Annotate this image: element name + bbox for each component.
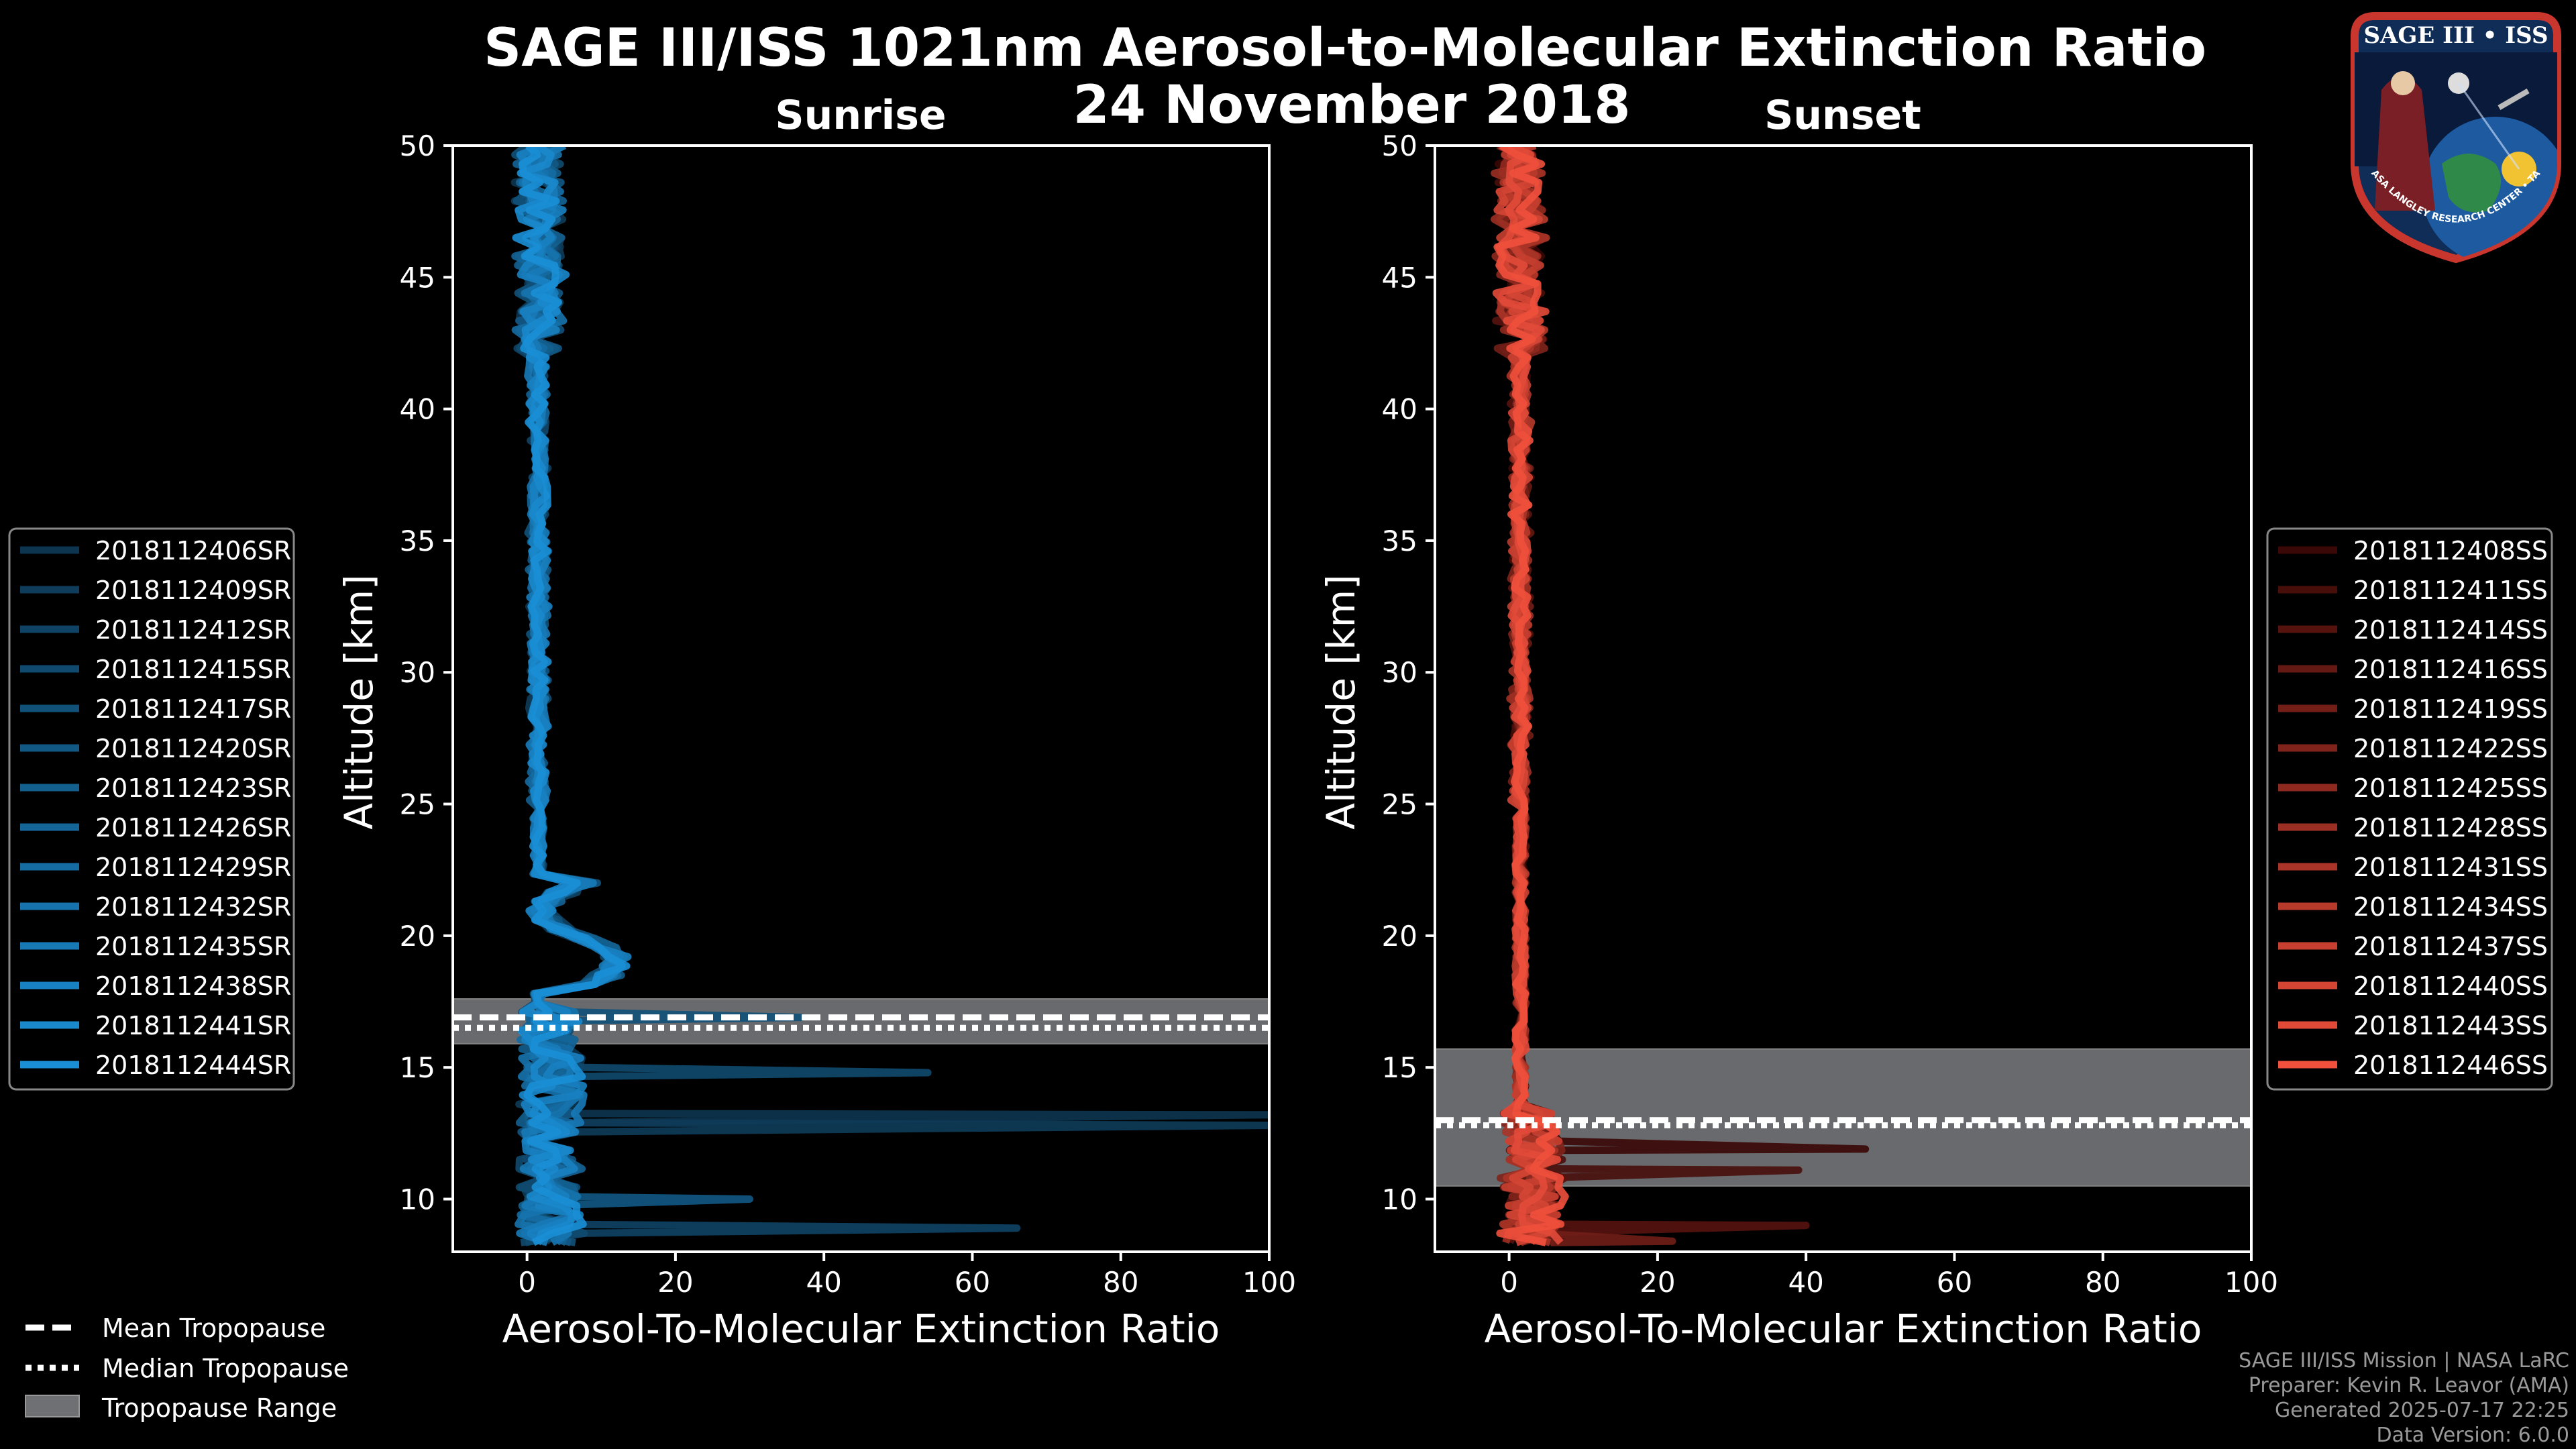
sunset-legend-label: 2018112425SS: [2353, 773, 2548, 803]
sunset-y-tick-label: 20: [1382, 920, 1417, 953]
mean-tropopause-label: Mean Tropopause: [102, 1313, 325, 1343]
sunset-legend-label: 2018112411SS: [2353, 576, 2548, 605]
sunrise-legend-label: 2018112444SR: [95, 1051, 291, 1080]
sunrise-legend-label: 2018112441SR: [95, 1011, 291, 1040]
sunset-panel-title: Sunset: [1764, 92, 1921, 139]
tropopause-legend: Mean Tropopause Median Tropopause Tropop…: [25, 1313, 349, 1423]
sunrise-x-tick-label: 80: [1103, 1266, 1138, 1299]
sunset-legend-label: 2018112446SS: [2353, 1051, 2548, 1080]
sunrise-x-tick-label: 20: [657, 1266, 693, 1299]
sunset-y-tick-label: 35: [1382, 525, 1417, 557]
sunset-y-tick-label: 30: [1382, 656, 1417, 689]
sunrise-legend-label: 2018112417SR: [95, 694, 291, 724]
sunrise-y-tick-label: 45: [400, 261, 435, 294]
median-tropopause-label: Median Tropopause: [102, 1354, 349, 1383]
sunrise-legend-label: 2018112432SR: [95, 892, 291, 922]
sunset-x-tick-label: 100: [2224, 1266, 2278, 1299]
sunset-legend-label: 2018112440SS: [2353, 971, 2548, 1001]
sunrise-profile-2018112441SR: [515, 146, 627, 1244]
sunrise-x-tick-label: 0: [518, 1266, 536, 1299]
sunrise-plot-frame: [451, 144, 1271, 1253]
figure-title: SAGE III/ISS 1021nm Aerosol-to-Molecular…: [484, 18, 2206, 78]
sunset-legend-label: 2018112434SS: [2353, 892, 2548, 922]
sunset-legend-label: 2018112408SS: [2353, 536, 2548, 566]
sunset-x-axis-label: Aerosol-To-Molecular Extinction Ratio: [1485, 1306, 2202, 1352]
sunset-y-tick-label: 50: [1382, 129, 1417, 162]
sunrise-legend-label: 2018112429SR: [95, 853, 291, 882]
sunrise-y-tick-label: 15: [400, 1051, 435, 1084]
sunset-legend-label: 2018112428SS: [2353, 813, 2548, 843]
tropopause-range-swatch: [25, 1395, 80, 1417]
footer-credits: SAGE III/ISS Mission | NASA LaRC Prepare…: [2239, 1349, 2569, 1447]
sunset-legend-label: 2018112414SS: [2353, 615, 2548, 645]
sunset-x-tick-label: 40: [1788, 1266, 1823, 1299]
sunrise-legend-label: 2018112412SR: [95, 615, 291, 645]
sunset-y-tick-label: 45: [1382, 261, 1417, 294]
sunset-panel: Sunset 0 20 40 60 80 100 10 15 20 25 30 35 40 45 50 Aer…: [1318, 92, 2278, 1352]
sunset-legend-label: 2018112437SS: [2353, 932, 2548, 961]
footer-generated: Generated 2025-07-17 22:25: [2275, 1399, 2569, 1422]
sunset-y-tick-label: 15: [1382, 1051, 1417, 1084]
sunrise-legend-label: 2018112406SR: [95, 536, 291, 566]
sunset-legend-label: 2018112416SS: [2353, 655, 2548, 684]
sunrise-y-axis-label: Altitude [km]: [336, 574, 382, 829]
sunset-legend-label: 2018112431SS: [2353, 853, 2548, 882]
footer-mission: SAGE III/ISS Mission | NASA LaRC: [2239, 1349, 2569, 1373]
sage-iii-iss-mission-logo: SAGE III • ISS BALL • NASA LANGLEY RESEA…: [2341, 9, 2561, 264]
sunset-legend-label: 2018112419SS: [2353, 694, 2548, 724]
sunset-x-tick-label: 0: [1500, 1266, 1518, 1299]
sunrise-y-tick-label: 30: [400, 656, 435, 689]
sunrise-profile-2018112444SR: [512, 146, 631, 1246]
sunrise-legend-label: 2018112426SR: [95, 813, 291, 843]
figure-date: 24 November 2018: [1073, 75, 1630, 136]
sunset-y-tick-label: 40: [1382, 393, 1417, 426]
sunset-y-tick-label: 10: [1382, 1183, 1417, 1216]
sunrise-x-axis-label: Aerosol-To-Molecular Extinction Ratio: [502, 1306, 1220, 1352]
sunrise-legend-label: 2018112409SR: [95, 576, 291, 605]
footer-preparer: Preparer: Kevin R. Leavor (AMA): [2249, 1374, 2569, 1397]
sunrise-legend-label: 2018112438SR: [95, 971, 291, 1001]
footer-data-version: Data Version: 6.0.0: [2377, 1424, 2569, 1447]
sunrise-legend-label: 2018112435SR: [95, 932, 291, 961]
sunrise-panel-title: Sunrise: [775, 92, 946, 139]
sunrise-x-tick-label: 60: [955, 1266, 990, 1299]
sunset-legend-label: 2018112443SS: [2353, 1011, 2548, 1040]
sunset-profile-2018112446SS: [1493, 146, 1569, 1246]
sunrise-x-tick-label: 100: [1242, 1266, 1296, 1299]
sunset-plot-frame: [1434, 144, 2253, 1253]
sunrise-legend-label: 2018112415SR: [95, 655, 291, 684]
sunset-y-tick-label: 25: [1382, 788, 1417, 821]
sunset-y-axis-label: Altitude [km]: [1318, 574, 1364, 829]
sunrise-x-tick-label: 40: [806, 1266, 841, 1299]
sunrise-y-tick-label: 50: [400, 129, 435, 162]
tropopause-range-label: Tropopause Range: [101, 1393, 337, 1423]
sunset-legend-label: 2018112422SS: [2353, 734, 2548, 763]
figure-robe-icon: [2375, 76, 2435, 211]
logo-title: SAGE III • ISS: [2363, 22, 2548, 49]
sunset-x-tick-label: 20: [1640, 1266, 1675, 1299]
sunrise-y-tick-label: 40: [400, 393, 435, 426]
sunrise-y-tick-label: 20: [400, 920, 435, 953]
iss-station-icon: [2498, 89, 2530, 110]
sunrise-legend-label: 2018112423SR: [95, 773, 291, 803]
sunrise-y-tick-label: 35: [400, 525, 435, 557]
sunrise-legend-label: 2018112420SR: [95, 734, 291, 763]
sunset-legend: 2018112408SS 2018112411SS 2018112414SS 2018…: [2266, 527, 2553, 1091]
sunrise-legend: 2018112406SR 2018112409SR 2018112412SR 2018…: [8, 527, 295, 1091]
sunrise-y-tick-label: 25: [400, 788, 435, 821]
sunrise-y-tick-label: 10: [400, 1183, 435, 1216]
sunset-x-tick-label: 60: [1937, 1266, 1972, 1299]
sunrise-panel: Sunrise 0 20 40 60 80 100 10 15 20 25 30 35 40 45 50 Ae…: [336, 92, 1296, 1352]
sunset-x-tick-label: 80: [2085, 1266, 2121, 1299]
